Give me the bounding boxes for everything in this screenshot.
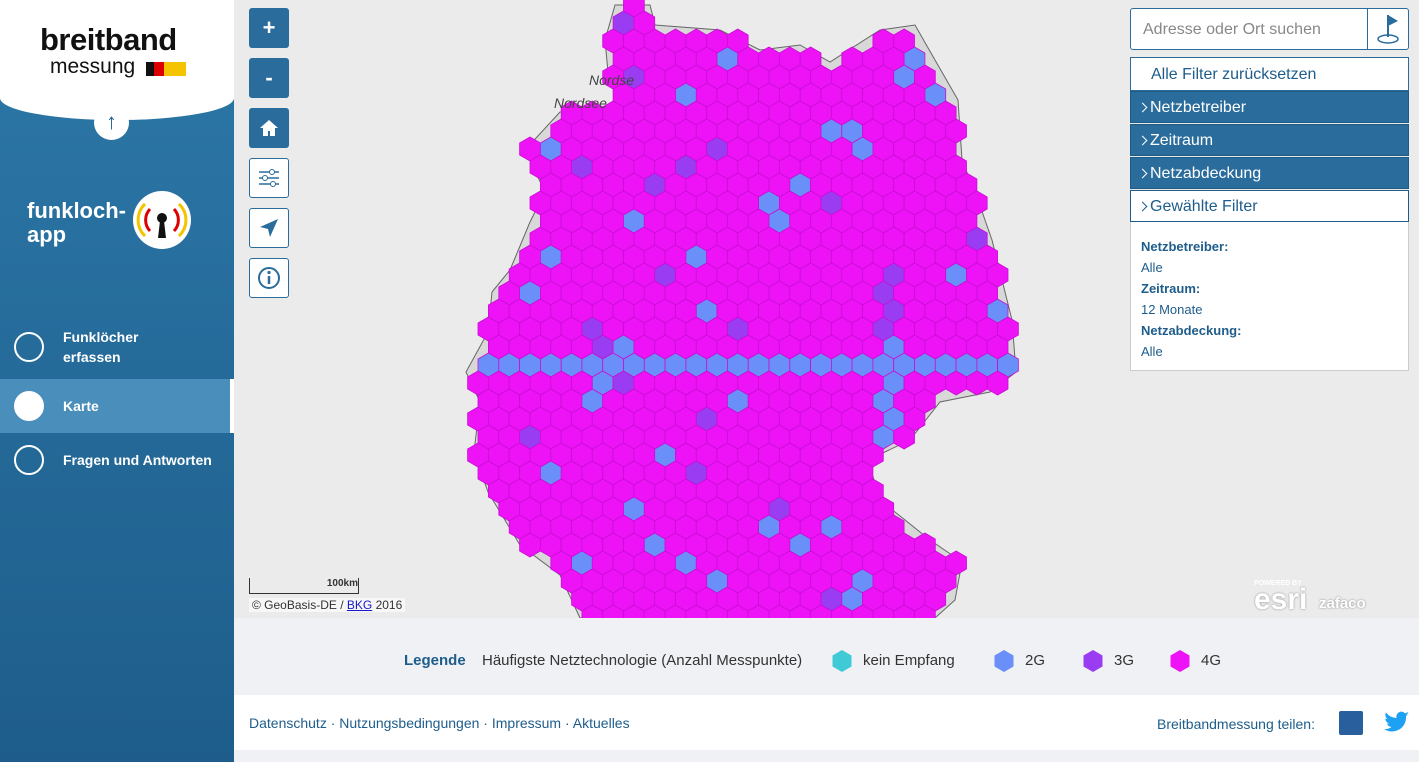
share-label: Breitbandmessung teilen: [1157,716,1315,732]
locate-button[interactable] [249,208,289,248]
search-button[interactable] [1367,8,1409,50]
app-icon-graphic [136,202,188,238]
twitter-button[interactable] [1382,711,1410,735]
filter-section-selected[interactable]: Gewählte Filter [1130,190,1409,222]
legend-swatch [832,650,852,672]
filter-section[interactable]: Netzbetreiber [1130,91,1409,123]
summary-label: Netzabdeckung: [1141,323,1242,338]
legend-title: Legende [404,652,466,669]
footer-links: Datenschutz · Nutzungsbedingungen · Impr… [249,715,630,731]
app-icon [133,191,191,249]
legend-label: 4G [1201,652,1222,669]
logo-flag [146,62,186,76]
zafaco-logo: zafaco [1319,595,1366,612]
zoom-in-button[interactable]: + [249,8,289,48]
hex-cell[interactable] [914,604,936,618]
legend-label: 2G [1025,652,1046,669]
footer-link[interactable]: Nutzungsbedingungen [339,715,480,731]
app-name-line: app [27,222,67,247]
attribution-link[interactable]: BKG [346,598,373,612]
legend-label: kein Empfang [863,652,955,669]
legend-swatch [1170,650,1190,672]
summary-value: Alle [1141,344,1163,359]
attribution: © GeoBasis-DE / BKG 2016 [249,598,406,612]
esri-powered: POWERED BY [1254,580,1302,587]
footer-link[interactable]: Datenschutz [249,715,327,731]
map[interactable]: Nordsee Nordse 100km © GeoBasis-DE / BKG… [234,0,1419,618]
logo-text: breitband [40,22,177,57]
summary-label: Netzbetreiber: [1141,239,1229,254]
sliders-icon [259,169,279,187]
home-icon [260,120,278,136]
locate-icon [260,219,278,237]
separator: · [564,715,570,731]
hex-cell[interactable] [986,370,1009,396]
logo-text: messung [50,55,136,78]
logo-area: breitband messung [0,0,234,120]
sea-label: Nordsee [554,95,607,111]
info-icon [258,267,280,289]
nav-item[interactable]: Funklöcher erfassen [0,320,234,374]
nav-label: Karte [63,398,99,414]
legend-hex [1170,650,1190,672]
reset-filters-button[interactable]: Alle Filter zurücksetzen [1130,57,1409,91]
home-button[interactable] [249,108,289,148]
separator: · [330,715,336,731]
facebook-button[interactable] [1339,711,1363,735]
attribution-text: © GeoBasis-DE / [252,598,344,612]
attribution-text: 2016 [375,598,403,612]
scale-label: 100km [326,578,358,589]
footer-link[interactable]: Aktuelles [572,715,630,731]
summary-label: Zeitraum: [1141,281,1201,296]
esri-text: esri [1254,583,1308,616]
zoom-out-button[interactable]: - [249,58,289,98]
legend-swatch [994,650,1014,672]
scale-bar: 100km [249,578,359,594]
summary-value: 12 Monate [1141,302,1203,317]
nav-label: Fragen und Antworten [63,452,212,468]
footer-link[interactable]: Impressum [491,715,562,731]
legend-hex [832,650,852,672]
legend-label: 3G [1114,652,1135,669]
filter-section[interactable]: Zeitraum [1130,124,1409,156]
filter-section[interactable]: Netzabdeckung [1130,157,1409,189]
nav-label: Funklöcher erfassen [63,329,139,365]
nav-item-active[interactable]: Karte [0,379,234,433]
hex-map [465,0,1019,618]
info-button[interactable] [249,258,289,298]
nav-item[interactable]: Fragen und Antworten [0,433,234,487]
legend-swatch [1083,650,1103,672]
legend-hex [994,650,1014,672]
sea-label: Nordse [589,72,635,88]
app-name: funkloch-app [27,199,126,247]
summary-value: Alle [1141,260,1163,275]
esri-logo: POWERED BY esri [1254,580,1308,616]
search-icon [1377,15,1399,44]
filter-summary: Netzbetreiber: Alle Zeitraum: 12 Monate … [1130,222,1409,371]
separator: · [483,715,488,731]
legend: Legende Häufigste Netztechnologie (Anzah… [234,618,1419,695]
sidebar: breitband messung ↑ funkloch-app Funklöc… [0,0,234,762]
app-name-line: funkloch- [27,198,126,223]
layers-button[interactable] [249,158,289,198]
legend-hex [1083,650,1103,672]
scroll-up-button[interactable]: ↑ [94,105,129,140]
legend-subtitle: Häufigste Netztechnologie (Anzahl Messpu… [482,652,803,669]
hex-cell[interactable] [893,424,915,450]
footer: Datenschutz · Nutzungsbedingungen · Impr… [234,695,1419,750]
search-input[interactable]: Adresse oder Ort suchen [1130,8,1368,50]
